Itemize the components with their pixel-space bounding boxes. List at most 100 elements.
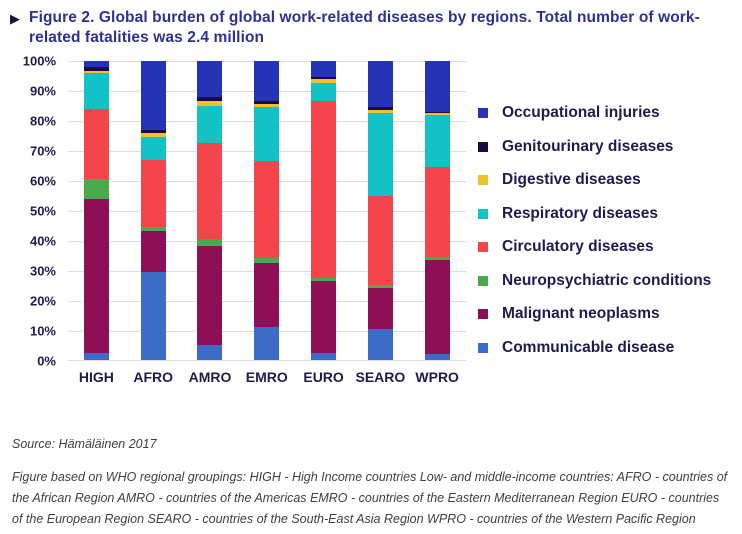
bar-series-container — [68, 60, 466, 360]
legend-item: Respiratory diseases — [478, 204, 711, 224]
bar-segment — [424, 60, 450, 112]
legend-swatch-icon — [478, 108, 488, 118]
legend-swatch-icon — [478, 309, 488, 319]
bar-segment — [83, 72, 109, 109]
figure-header: ▶ Figure 2. Global burden of global work… — [10, 8, 732, 47]
bar-segment — [424, 114, 450, 168]
bar-euro — [311, 61, 337, 360]
bar-segment — [367, 107, 393, 111]
legend-item-label: Circulatory diseases — [502, 238, 654, 255]
bar-segment — [254, 327, 280, 360]
bar-high — [83, 61, 109, 360]
bar-segment — [311, 83, 337, 102]
bar-segment — [311, 280, 337, 353]
legend-item-label: Communicable disease — [502, 338, 675, 356]
bar-segment — [367, 110, 393, 114]
x-axis-label-searo: SEARO — [355, 369, 406, 385]
y-axis-tick-label: 60% — [29, 173, 56, 189]
figure-footer: Source: Hämäläinen 2017 Figure based on … — [10, 437, 732, 530]
bar-segment — [254, 104, 280, 108]
bar-segment — [83, 71, 109, 73]
figure-note: Figure based on WHO regional groupings: … — [12, 470, 728, 526]
bar-segment — [197, 143, 223, 239]
bar-segment — [197, 101, 223, 106]
bar-segment — [140, 159, 166, 227]
legend-item-label: Neuropsychiatric conditions — [502, 271, 712, 289]
x-axis-label-wpro: WPRO — [415, 369, 459, 385]
bar-segment — [254, 101, 280, 105]
legend-swatch-icon — [478, 242, 488, 252]
legend-swatch-icon — [478, 342, 488, 353]
bar-emro — [254, 61, 280, 360]
bar-segment — [83, 352, 109, 360]
y-axis-tick-label: 30% — [29, 263, 56, 279]
bar-group-emro — [238, 61, 295, 360]
bar-segment — [140, 231, 166, 272]
x-axis: HIGH AFRO AMRO EMRO EURO SEARO WPRO — [68, 369, 466, 385]
bar-segment — [311, 277, 337, 281]
legend-item-label: Respiratory diseases — [502, 204, 658, 222]
y-axis-tick-label: 50% — [29, 203, 56, 219]
y-axis-tick-label: 10% — [29, 323, 56, 339]
bar-segment — [197, 238, 223, 247]
legend-swatch-icon — [478, 275, 488, 286]
x-axis-label-amro: AMRO — [188, 369, 232, 385]
x-axis-label-emro: EMRO — [245, 369, 288, 385]
bar-segment — [140, 137, 166, 160]
bar-group-afro — [125, 61, 182, 360]
bar-segment — [140, 271, 166, 360]
bar-segment — [140, 226, 166, 232]
bar-segment — [254, 61, 280, 102]
y-axis-tick-label: 80% — [29, 113, 56, 129]
bar-segment — [311, 61, 337, 78]
bar-segment — [367, 61, 393, 108]
bar-segment — [254, 107, 280, 162]
legend-item-label: Malignant neoplasms — [502, 305, 660, 322]
legend: Occupational injuries Genitourinary disea… — [478, 103, 711, 358]
stacked-bar-chart: 0% 10% 20% 30% 40% 50% 60% 70% 80% 90% 100% HIGH AF… — [10, 54, 732, 401]
bar-segment — [140, 132, 166, 138]
bar-segment — [367, 328, 393, 360]
y-axis-tick-label: 0% — [37, 353, 56, 369]
x-axis-label-euro: EURO — [303, 369, 344, 385]
bar-segment — [83, 108, 109, 180]
bar-segment — [197, 246, 223, 346]
bar-afro — [140, 61, 166, 360]
bar-segment — [83, 61, 109, 67]
bar-segment — [311, 77, 337, 79]
legend-item: Genitourinary diseases — [478, 137, 711, 157]
bar-segment — [83, 179, 109, 199]
bar-group-amro — [182, 61, 239, 360]
legend-item-label: Genitourinary diseases — [502, 137, 674, 155]
bar-group-wpro — [409, 60, 466, 360]
bar-segment — [140, 129, 166, 133]
bar-searo — [367, 61, 393, 360]
bar-group-searo — [352, 61, 409, 360]
bar-segment — [140, 61, 166, 130]
legend-item: Occupational injuries — [478, 103, 711, 123]
bar-segment — [424, 354, 450, 360]
disclosure-triangle-icon: ▶ — [10, 11, 20, 26]
y-axis-tick-label: 20% — [29, 293, 56, 309]
y-axis-tick-label: 40% — [29, 233, 56, 249]
bar-segment — [311, 101, 337, 278]
bar-segment — [197, 345, 223, 360]
bar-segment — [424, 256, 450, 260]
source-note: Source: Hämäläinen 2017 — [12, 437, 157, 451]
legend-swatch-icon — [478, 175, 488, 185]
bar-amro — [197, 61, 223, 360]
bar-segment — [424, 167, 450, 257]
x-axis-label-high: HIGH — [78, 369, 114, 385]
bar-wpro — [424, 60, 450, 360]
y-axis: 0% 10% 20% 30% 40% 50% 60% 70% 80% 90% 100% — [10, 54, 62, 369]
legend-item: Communicable disease — [478, 338, 711, 358]
bar-segment — [367, 113, 393, 196]
bar-group-euro — [295, 61, 352, 360]
legend-item-label: Occupational injuries — [502, 104, 660, 121]
bar-segment — [424, 111, 450, 114]
bar-segment — [197, 96, 223, 102]
bar-segment — [83, 198, 109, 353]
bar-group-high — [68, 61, 125, 360]
y-axis-tick-label: 100% — [22, 53, 56, 69]
